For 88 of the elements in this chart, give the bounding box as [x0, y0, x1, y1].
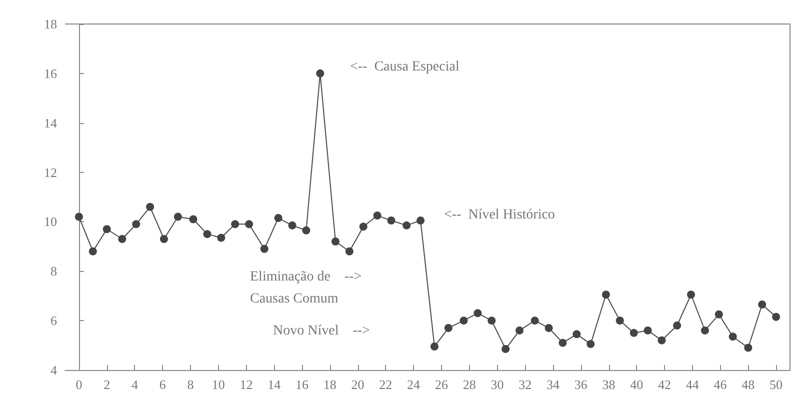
x-tick-label: 12: [240, 377, 253, 392]
x-tick-label: 4: [131, 377, 138, 392]
y-tick-label: 6: [50, 313, 58, 328]
point: [700, 326, 709, 334]
x-tick-label: 18: [323, 377, 336, 392]
point: [460, 316, 468, 325]
y-tick-label: 18: [44, 16, 57, 32]
point: [728, 332, 737, 341]
annotation: <-- Causa Especial: [350, 60, 460, 74]
point: [630, 328, 638, 337]
point: [416, 216, 425, 224]
x-tick-label: 48: [742, 377, 755, 392]
point: [373, 212, 382, 220]
x-tick-label: 20: [351, 377, 364, 392]
point: [88, 247, 97, 256]
point: [316, 69, 324, 78]
annotation: Eliminação de --> Causas Comum: [250, 270, 362, 306]
point: [544, 324, 553, 332]
point: [502, 344, 510, 353]
point: [146, 202, 154, 211]
point: [744, 344, 752, 352]
x-tick-label: 28: [462, 377, 476, 392]
point: [288, 221, 296, 230]
point: [474, 309, 482, 318]
point: [274, 214, 282, 222]
x-tick-label: 34: [546, 377, 560, 392]
point: [430, 342, 438, 351]
x-tick-label: 8: [187, 377, 194, 392]
point: [302, 226, 310, 234]
point: [132, 220, 140, 228]
annotation: Novo Nível -->: [273, 324, 370, 338]
point: [616, 316, 624, 325]
x-tick-label: 50: [770, 377, 783, 392]
x-tick-label: 36: [574, 377, 588, 392]
x-tick-label: 44: [686, 377, 700, 392]
point: [687, 290, 696, 299]
point: [714, 310, 723, 318]
point: [673, 322, 682, 330]
point: [402, 221, 411, 230]
x-tick-label: 38: [602, 377, 616, 392]
point: [331, 237, 340, 246]
point: [758, 300, 766, 309]
y-tick-label: 4: [50, 362, 58, 378]
x-tick-label: 6: [159, 377, 166, 392]
annotation: <-- Nível Histórico: [444, 208, 555, 222]
point: [586, 340, 595, 348]
point: [359, 222, 368, 231]
y-tick-label: 16: [44, 66, 58, 81]
point: [644, 326, 652, 334]
x-tick-label: 32: [518, 377, 532, 392]
point: [488, 316, 496, 325]
x-tick-label: 42: [658, 377, 672, 392]
point: [345, 247, 354, 256]
x-tick-label: 2: [104, 377, 110, 392]
x-tick-label: 46: [714, 377, 728, 392]
point: [602, 290, 610, 299]
point: [74, 212, 83, 221]
point: [444, 324, 452, 332]
x-tick-label: 0: [76, 377, 82, 392]
x-tick-label: 26: [434, 377, 448, 392]
x-tick-label: 24: [407, 377, 421, 392]
point: [118, 235, 126, 244]
point: [217, 234, 226, 242]
point: [530, 316, 539, 325]
point: [245, 220, 254, 228]
point: [174, 212, 182, 221]
y-tick-label: 8: [50, 264, 57, 279]
y-tick-label: 10: [44, 214, 57, 230]
point: [189, 215, 198, 224]
point: [231, 220, 240, 228]
x-tick-label: 22: [379, 377, 392, 392]
x-tick-label: 40: [630, 377, 644, 392]
y-tick-label: 14: [44, 115, 58, 130]
point: [572, 330, 581, 338]
point: [160, 235, 168, 244]
point: [102, 225, 111, 234]
point: [558, 338, 567, 347]
x-tick-label: 30: [490, 377, 504, 392]
y-tick-label: 12: [44, 164, 57, 180]
x-tick-label: 10: [212, 377, 225, 392]
x-tick-label: 16: [296, 377, 310, 392]
point: [658, 336, 666, 344]
point: [203, 230, 212, 238]
x-tick-label: 14: [268, 377, 282, 392]
point: [516, 326, 524, 334]
point: [260, 244, 268, 253]
point: [772, 312, 780, 321]
point: [387, 216, 396, 224]
